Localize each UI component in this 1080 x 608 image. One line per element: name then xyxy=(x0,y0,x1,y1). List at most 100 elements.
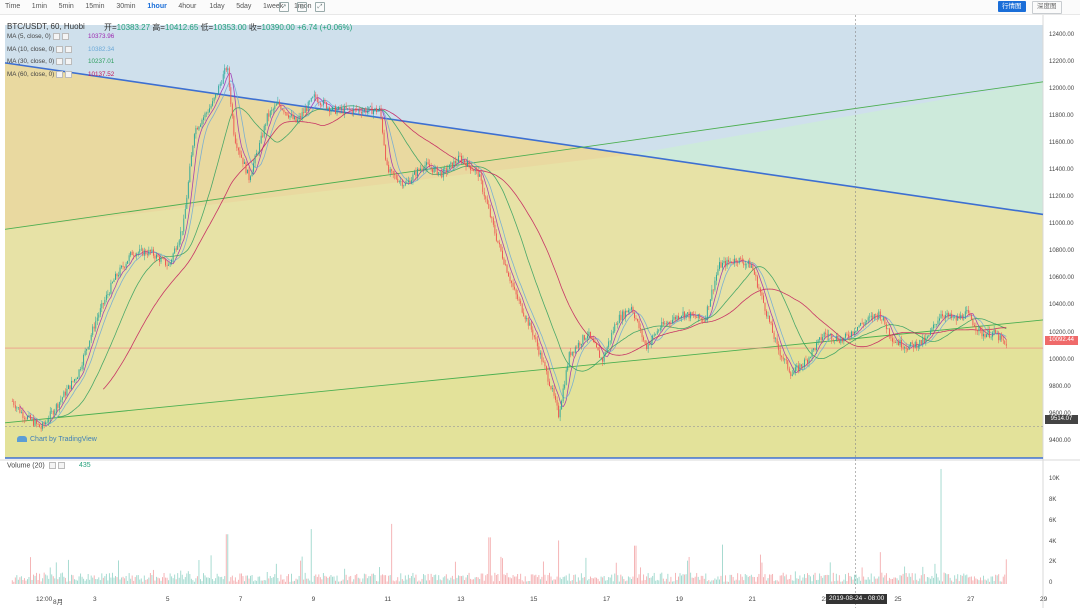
candle-body xyxy=(454,161,456,164)
volume-bar xyxy=(464,580,465,584)
ma-close-icon[interactable] xyxy=(61,33,69,40)
volume-bar xyxy=(69,581,71,584)
volume-close-icon[interactable] xyxy=(57,462,65,469)
ma-settings-icon[interactable] xyxy=(56,70,64,78)
candle-body xyxy=(761,292,763,296)
candle-body xyxy=(265,124,267,126)
interval-5min[interactable]: 5min xyxy=(58,3,74,10)
volume-bar xyxy=(509,577,511,584)
ma-legend-row[interactable]: MA (30, close, 0) xyxy=(7,58,73,66)
chart-style-icon[interactable]: ↗ xyxy=(279,2,289,12)
volume-bar xyxy=(234,577,236,584)
candle-body xyxy=(940,314,942,319)
candle-body xyxy=(74,379,75,382)
ma-legend-row[interactable]: MA (10, close, 0) xyxy=(7,45,73,53)
candle-body xyxy=(999,335,1001,341)
interval-1week[interactable]: 1week xyxy=(263,3,284,10)
candle-body xyxy=(215,93,217,98)
indicator-icon[interactable]: ◎ xyxy=(297,2,307,12)
volume-bar xyxy=(882,577,884,584)
candle-body xyxy=(822,337,824,341)
candle-body xyxy=(485,196,487,199)
depth-chart-button[interactable]: 深度图 xyxy=(1032,1,1062,14)
candle-body xyxy=(477,169,479,177)
candle-body xyxy=(304,108,306,113)
ma-settings-icon[interactable] xyxy=(52,33,60,40)
candle-body xyxy=(530,322,532,330)
interval-1min[interactable]: 1min xyxy=(31,3,47,10)
volume-bar xyxy=(828,575,830,584)
candle-body xyxy=(966,309,968,312)
volume-bar xyxy=(257,576,259,584)
interval-15min[interactable]: 15min xyxy=(85,3,105,10)
interval-1hour[interactable]: 1hour xyxy=(147,3,167,10)
volume-bar xyxy=(895,577,896,584)
ma-close-icon[interactable] xyxy=(65,58,73,66)
candle-body xyxy=(536,339,538,347)
tradingview-watermark[interactable]: Chart by TradingView xyxy=(17,436,97,443)
volume-bar xyxy=(951,580,953,584)
volume-bar xyxy=(233,580,235,584)
chart-canvas[interactable] xyxy=(0,15,1080,608)
ma-close-icon[interactable] xyxy=(65,45,73,53)
volume-bar xyxy=(931,575,933,584)
volume-bar xyxy=(198,560,200,584)
candle-body xyxy=(417,168,418,177)
candle-body xyxy=(14,405,16,409)
market-chart-button[interactable]: 行情图 xyxy=(998,1,1026,12)
volume-bar xyxy=(987,578,989,584)
volume-bar xyxy=(149,573,151,584)
volume-bar xyxy=(536,577,538,584)
candle-body xyxy=(640,328,642,330)
candle-body xyxy=(292,114,294,119)
volume-bar xyxy=(863,576,865,584)
candle-body xyxy=(556,399,558,406)
volume-bar xyxy=(301,556,303,584)
interval-30min[interactable]: 30min xyxy=(116,3,136,10)
ma-close-icon[interactable] xyxy=(65,70,73,78)
candle-body xyxy=(297,119,299,123)
interval-1day[interactable]: 1day xyxy=(209,3,225,10)
candle-body xyxy=(738,257,740,264)
volume-tick: 10K xyxy=(1049,476,1060,483)
volume-bar xyxy=(382,574,384,584)
interval-Time[interactable]: Time xyxy=(5,3,21,10)
fullscreen-icon[interactable]: ⤢ xyxy=(315,2,325,12)
volume-bar xyxy=(119,579,121,584)
volume-settings-icon[interactable] xyxy=(48,462,56,469)
candle-body xyxy=(747,260,749,264)
volume-bar xyxy=(854,574,855,584)
candle-body xyxy=(527,317,529,326)
volume-bar xyxy=(263,580,265,584)
candle-body xyxy=(885,324,887,330)
volume-bar xyxy=(307,578,309,584)
interval-1mon[interactable]: 1mon xyxy=(294,3,312,10)
candle-body xyxy=(916,342,918,348)
interval-4hour[interactable]: 4hour xyxy=(178,3,197,10)
candle-body xyxy=(905,347,907,349)
volume-bar xyxy=(615,562,617,584)
volume-bar xyxy=(634,545,635,584)
candle-body xyxy=(31,419,33,420)
volume-bar xyxy=(195,578,197,584)
volume-bar xyxy=(74,579,75,584)
volume-bar xyxy=(75,579,77,584)
interval-5day[interactable]: 5day xyxy=(236,3,252,10)
candle-body xyxy=(722,262,723,268)
volume-bar xyxy=(380,575,382,584)
ma-legend-row[interactable]: MA (5, close, 0) xyxy=(7,33,69,40)
candle-body xyxy=(48,419,50,422)
candle-body xyxy=(706,306,708,319)
ma-settings-icon[interactable] xyxy=(56,45,64,53)
candle-body xyxy=(148,249,150,256)
ma-settings-icon[interactable] xyxy=(56,58,64,66)
candle-body xyxy=(259,142,261,153)
volume-bar xyxy=(218,576,220,584)
ma-legend-row[interactable]: MA (60, close, 0) xyxy=(7,70,73,78)
volume-bar xyxy=(925,581,927,584)
volume-bar xyxy=(351,581,353,584)
candle-body xyxy=(468,160,470,166)
volume-bar xyxy=(844,574,846,584)
candle-body xyxy=(77,377,78,380)
volume-bar xyxy=(990,576,992,584)
